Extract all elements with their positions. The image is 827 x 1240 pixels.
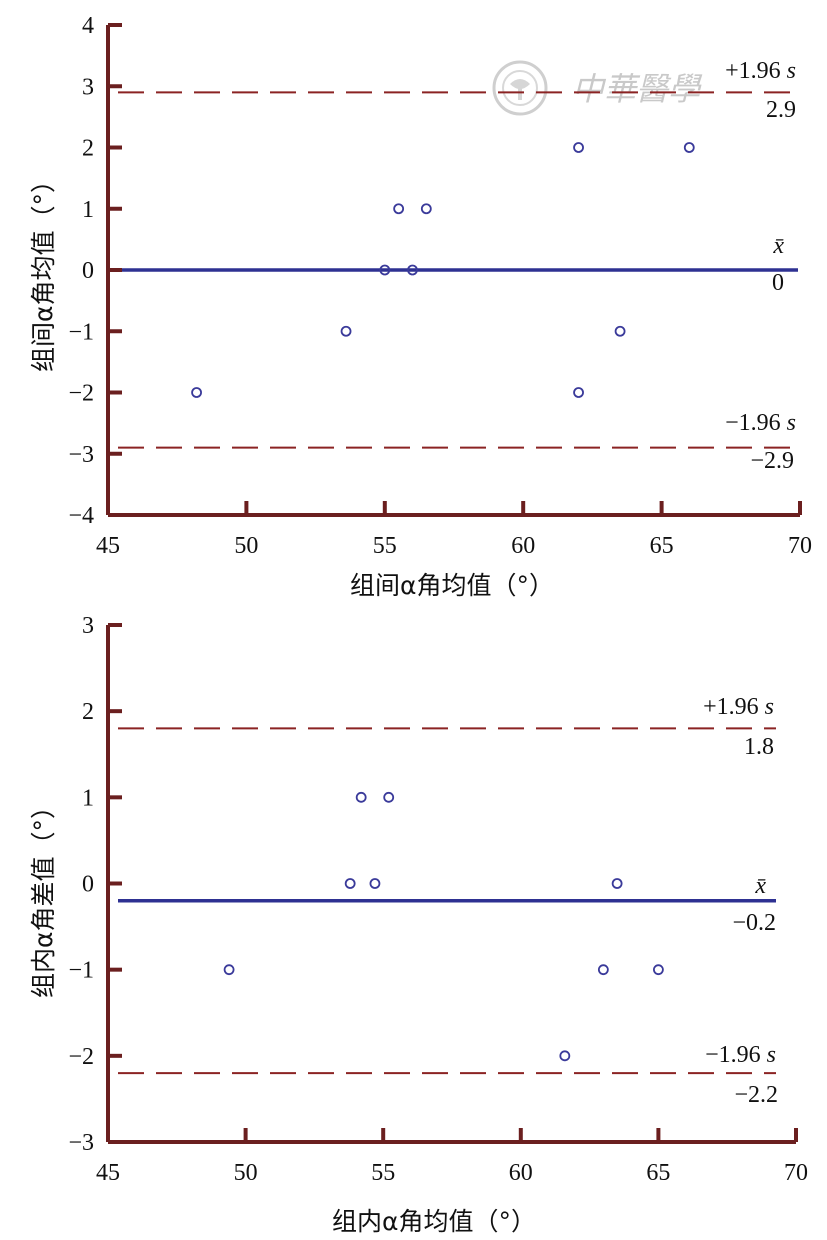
x-tick-label: 60 xyxy=(511,533,535,559)
x-tick-label: 55 xyxy=(371,1160,395,1186)
data-point xyxy=(355,791,367,803)
data-point xyxy=(559,1050,571,1062)
y-ticks: 3 2 1 0 −1 −2 −3 xyxy=(68,613,122,1156)
y-tick-label: −2 xyxy=(68,1044,94,1070)
axes-upper: 4 3 2 1 0 −1 −2 −3 −4 45 50 55 60 65 70 xyxy=(68,13,812,559)
data-points-lower xyxy=(223,791,664,1062)
data-point xyxy=(614,325,626,337)
data-points-upper xyxy=(191,142,695,398)
x-tick-label: 70 xyxy=(788,533,812,559)
y-tick-label: −1 xyxy=(68,319,94,345)
y-tick-label: −1 xyxy=(68,958,94,984)
upper-limit-symbol: +1.96 s xyxy=(725,58,796,84)
data-point xyxy=(611,878,623,889)
data-point xyxy=(379,264,391,276)
x-ticks: 45 50 55 60 65 70 xyxy=(96,501,812,559)
data-point xyxy=(223,964,235,976)
y-tick-label: −3 xyxy=(68,1130,94,1156)
data-point xyxy=(340,325,352,337)
data-point xyxy=(344,878,356,889)
y-tick-label: 0 xyxy=(82,258,94,284)
y-tick-label: 1 xyxy=(82,785,94,811)
data-point xyxy=(393,203,405,215)
x-tick-label: 70 xyxy=(784,1160,808,1186)
x-tick-label: 50 xyxy=(234,533,258,559)
x-axis-title: 组内α角均值（°） xyxy=(332,1207,536,1236)
data-point xyxy=(653,964,664,976)
y-axis-title: 组间α角均值（°） xyxy=(29,168,58,372)
mean-value: 0 xyxy=(772,270,784,296)
watermark-text: 中華醫學 xyxy=(572,70,703,108)
axes-lower: 3 2 1 0 −1 −2 −3 45 50 55 60 65 70 xyxy=(68,613,808,1186)
y-axis-title: 组内α角差值（°） xyxy=(29,794,58,998)
x-tick-label: 45 xyxy=(96,533,120,559)
y-tick-label: 4 xyxy=(82,13,94,39)
y-tick-label: 3 xyxy=(82,74,94,100)
x-tick-label: 55 xyxy=(373,533,397,559)
ref-lines-upper xyxy=(118,91,798,449)
lower-limit-symbol: −1.96 s xyxy=(705,1042,776,1068)
x-ticks: 45 50 55 60 65 70 xyxy=(96,1128,808,1186)
y-tick-label: 2 xyxy=(82,136,94,162)
x-tick-label: 45 xyxy=(96,1160,120,1186)
watermark: 中華醫學 xyxy=(492,60,703,116)
data-point xyxy=(597,964,609,976)
upper-limit-value: 2.9 xyxy=(766,97,796,123)
mean-symbol: x̄ xyxy=(772,233,784,259)
mean-value: −0.2 xyxy=(732,910,776,936)
lower-limit-symbol: −1.96 s xyxy=(725,410,796,436)
data-point xyxy=(369,878,381,889)
chart-lower: 3 2 1 0 −1 −2 −3 45 50 55 60 65 70 +1.96 s 1.8 x̄ −… xyxy=(29,613,808,1236)
y-tick-label: −2 xyxy=(68,381,94,407)
data-point xyxy=(683,142,695,153)
lower-limit-value: −2.9 xyxy=(750,448,794,474)
y-tick-label: 2 xyxy=(82,699,94,725)
y-tick-label: 1 xyxy=(82,197,94,223)
x-tick-label: 60 xyxy=(509,1160,533,1186)
x-tick-label: 65 xyxy=(646,1160,670,1186)
data-point xyxy=(420,203,432,215)
y-tick-label: 0 xyxy=(82,872,94,898)
y-tick-label: −4 xyxy=(68,503,94,529)
lower-limit-value: −2.2 xyxy=(734,1082,778,1108)
y-ticks: 4 3 2 1 0 −1 −2 −3 −4 xyxy=(68,13,122,529)
x-axis-title: 组间α角均值（°） xyxy=(350,571,554,600)
upper-limit-value: 1.8 xyxy=(744,734,774,760)
x-tick-label: 50 xyxy=(234,1160,258,1186)
mean-symbol: x̄ xyxy=(754,873,766,899)
x-tick-label: 65 xyxy=(650,533,674,559)
data-point xyxy=(383,791,395,803)
ref-lines-lower xyxy=(118,727,776,1075)
seal-icon xyxy=(492,60,548,116)
y-tick-label: −3 xyxy=(68,442,94,468)
y-tick-label: 3 xyxy=(82,613,94,639)
upper-limit-symbol: +1.96 s xyxy=(703,694,774,720)
data-point xyxy=(407,264,418,276)
data-point xyxy=(573,387,584,398)
data-point xyxy=(191,387,202,398)
data-point xyxy=(573,142,584,153)
chart-upper: 4 3 2 1 0 −1 −2 −3 −4 45 50 55 60 65 70 +1.96 s 2.9 x… xyxy=(29,13,812,600)
